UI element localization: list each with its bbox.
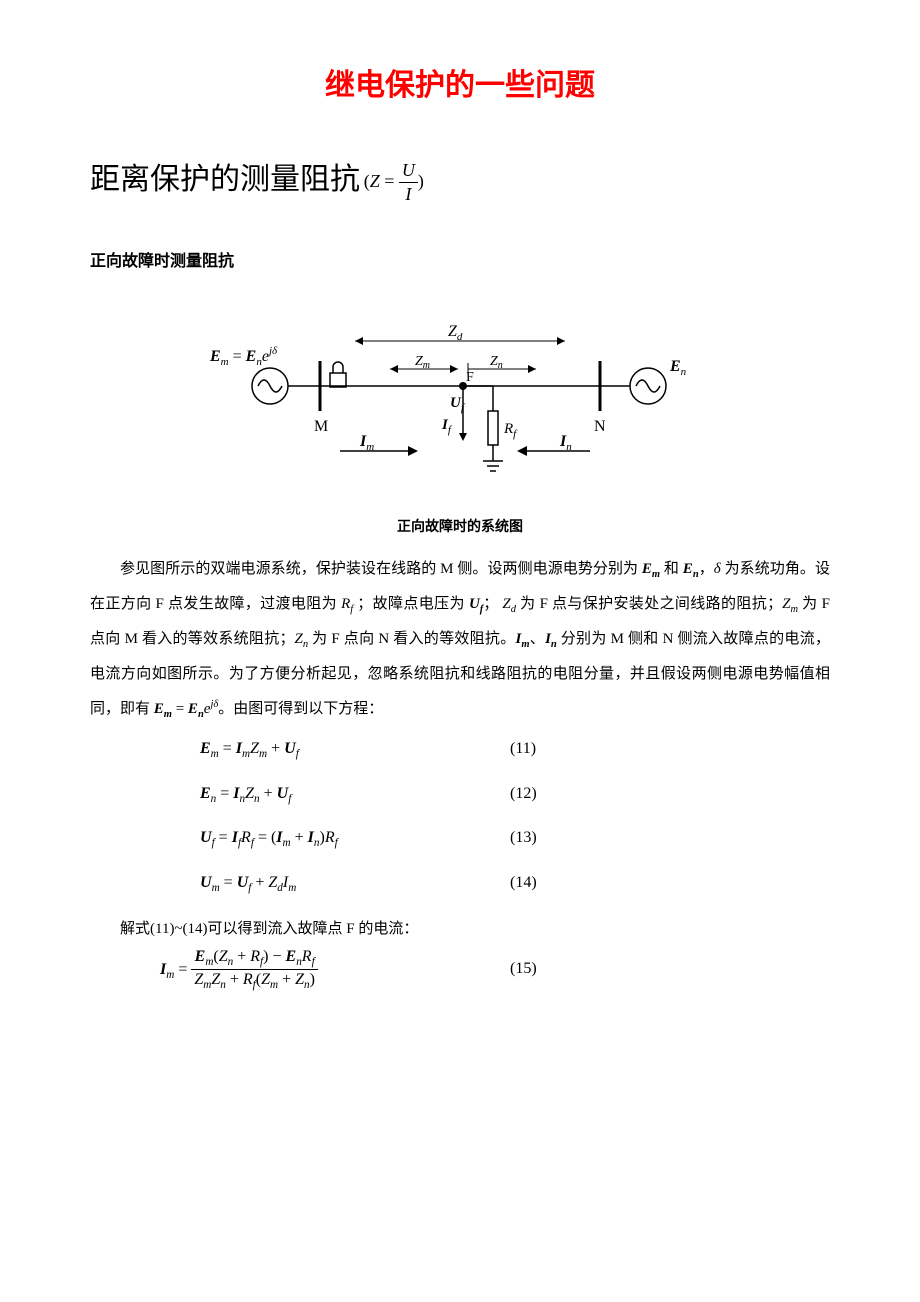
section-heading: 距离保护的测量阻抗	[90, 154, 360, 198]
text: ，	[699, 561, 714, 577]
var-delta: δ	[714, 561, 721, 577]
body-paragraph: 参见图所示的双端电源系统，保护装设在线路的 M 侧。设两侧电源电势分别为 Em …	[90, 552, 830, 727]
var-em2: Em	[154, 701, 172, 717]
svg-text:M: M	[314, 418, 328, 435]
frac-num: U	[399, 159, 418, 183]
text: 、	[530, 631, 546, 647]
svg-text:Em = Enejδ: Em = Enejδ	[210, 345, 278, 368]
equation-block: Em = ImZm + Uf (11) En = InZn + Uf (12) …	[200, 727, 830, 906]
text: ；故障点电压为	[353, 596, 469, 612]
svg-text:Im: Im	[359, 433, 374, 453]
svg-text:Zm: Zm	[415, 354, 430, 371]
svg-text:F: F	[466, 370, 474, 385]
var-rf: Rf	[341, 596, 353, 612]
fraction: UI	[399, 159, 418, 207]
equation-14: Um = Uf + ZdIm (14)	[200, 861, 830, 906]
eq-num: (14)	[510, 861, 537, 906]
equation-13: Uf = IfRf = (Im + In)Rf (13)	[200, 816, 830, 861]
text: 为 F 点与保护安装处之间线路的阻抗；	[516, 596, 782, 612]
page-title: 继电保护的一些问题	[90, 60, 830, 104]
var-ej: ejδ	[204, 701, 218, 717]
circuit-diagram: Em = Enejδ M Zd Zm Zn F Uf If Rf N En	[90, 311, 830, 506]
var-uf: Uf	[469, 596, 483, 612]
section-heading-row: 距离保护的测量阻抗 (Z = UI)	[90, 154, 830, 207]
equation-11: Em = ImZm + Uf (11)	[200, 727, 830, 772]
svg-text:Rf: Rf	[503, 421, 518, 440]
var-en: En	[683, 561, 699, 577]
var-z: Z	[370, 171, 380, 191]
frac-den: I	[399, 183, 418, 206]
var-en2: En	[188, 701, 204, 717]
text: 。由图可得到以下方程：	[218, 701, 383, 717]
eq-num: (12)	[510, 772, 537, 817]
svg-text:Zn: Zn	[490, 354, 503, 371]
equation-15: Im = Em(Zn + Rf) − EnRf ZmZn + Rf(Zm + Z…	[160, 947, 830, 994]
eq-sign: =	[380, 171, 399, 191]
subsection-heading: 正向故障时测量阻抗	[90, 247, 830, 271]
var-zm: Zm	[782, 596, 798, 612]
equation-12: En = InZn + Uf (12)	[200, 772, 830, 817]
svg-text:N: N	[594, 418, 606, 435]
svg-text:If: If	[441, 417, 453, 436]
equation-block-2: Im = Em(Zn + Rf) − EnRf ZmZn + Rf(Zm + Z…	[200, 947, 830, 994]
text: ；	[483, 596, 502, 612]
section-formula: (Z = UI)	[364, 159, 424, 207]
paren-close: )	[418, 171, 424, 191]
svg-text:En: En	[669, 358, 687, 378]
text: 为 F 点向 N 看入的等效阻抗。	[308, 631, 515, 647]
text: 参见图所示的双端电源系统，保护装设在线路的 M 侧。设两侧电源电势分别为	[120, 561, 642, 577]
var-zd: Zd	[502, 596, 516, 612]
var-im: Im	[515, 631, 529, 647]
diagram-caption: 正向故障时的系统图	[90, 516, 830, 536]
between-text: 解式(11)~(14)可以得到流入故障点 F 的电流：	[90, 912, 830, 947]
eq-num: (15)	[510, 947, 537, 992]
eq-num: (11)	[510, 727, 536, 772]
svg-text:Zd: Zd	[448, 323, 463, 343]
var-in: In	[545, 631, 557, 647]
var-zn: Zn	[294, 631, 308, 647]
text: 和	[660, 561, 683, 577]
svg-text:In: In	[559, 433, 572, 453]
var-em: Em	[642, 561, 660, 577]
eq-num: (13)	[510, 816, 537, 861]
